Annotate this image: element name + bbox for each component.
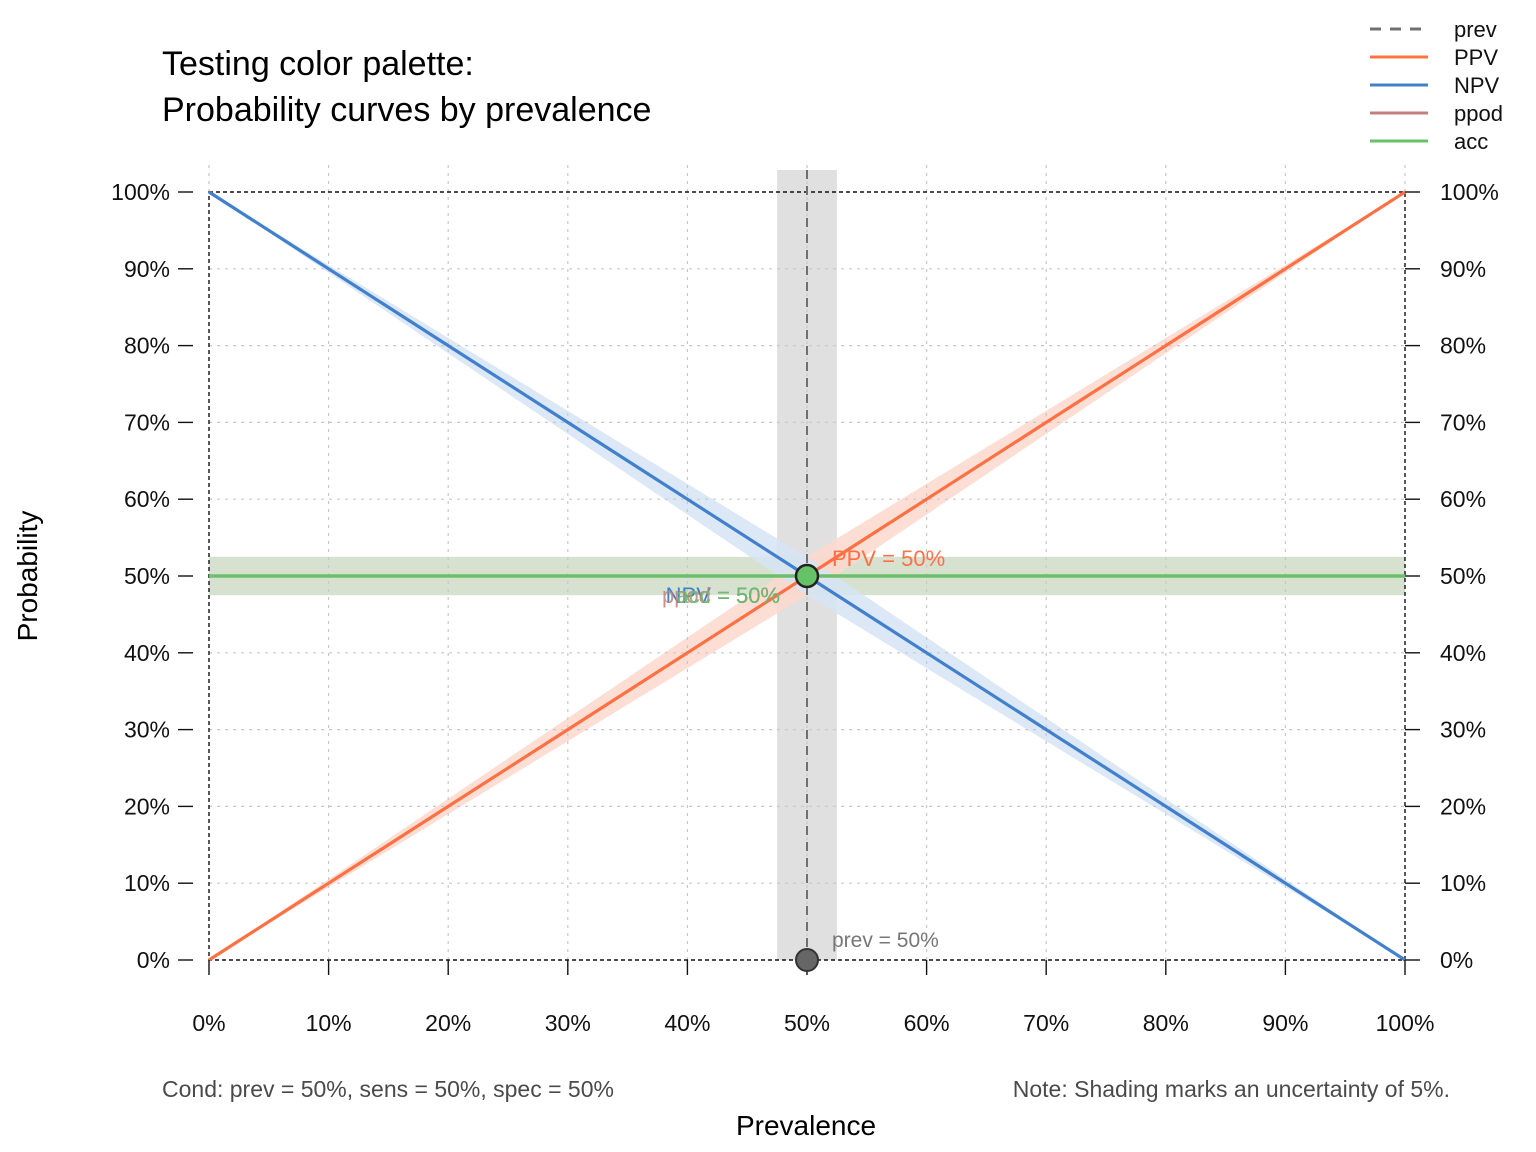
y-tick-label-left: 60% — [124, 486, 170, 512]
y-tick-label-left: 0% — [137, 947, 170, 973]
y-tick-label-left: 50% — [124, 563, 170, 589]
y-tick-label-right: 60% — [1440, 486, 1486, 512]
legend-label-npv: NPV — [1454, 73, 1500, 98]
axis-ticks: 0% 10% 20% 30% 40% 50% 60% 70% 80% 90% 100% 0% 0% 10%… — [111, 179, 1499, 1036]
y-tick-label-left: 90% — [124, 256, 170, 282]
chart-title-line-2: Probability curves by prevalence — [162, 91, 652, 129]
y-tick-label-right: 70% — [1440, 409, 1486, 435]
y-tick-label-left: 10% — [124, 870, 170, 896]
x-tick-label: 0% — [192, 1010, 225, 1036]
y-tick-label-left: 20% — [124, 793, 170, 819]
x-tick-label: 30% — [545, 1010, 591, 1036]
x-tick-label: 20% — [425, 1010, 471, 1036]
y-tick-label-right: 30% — [1440, 717, 1486, 743]
x-tick-label: 50% — [784, 1010, 830, 1036]
y-tick-label-left: 40% — [124, 640, 170, 666]
condition-note: Cond: prev = 50%, sens = 50%, spec = 50% — [162, 1076, 614, 1102]
x-tick-label: 80% — [1143, 1010, 1189, 1036]
x-tick-label: 90% — [1262, 1010, 1308, 1036]
acc-point — [794, 563, 820, 589]
legend-label-ppv: PPV — [1454, 45, 1498, 70]
shading-note: Note: Shading marks an uncertainty of 5%… — [1012, 1076, 1450, 1102]
prev-value-label: prev = 50% — [832, 929, 939, 952]
x-tick-label: 60% — [904, 1010, 950, 1036]
y-axis-label: Probability — [12, 510, 43, 642]
y-tick-label-right: 20% — [1440, 793, 1486, 819]
npv-value-label: NPV = 50% — [666, 583, 780, 608]
y-tick-label-left: 100% — [111, 179, 170, 205]
y-tick-label-right: 90% — [1440, 256, 1486, 282]
ppod-value-label: ppod = 50% — [662, 583, 780, 608]
legend-label-prev: prev — [1454, 17, 1497, 42]
y-tick-label-right: 100% — [1440, 179, 1499, 205]
acc-value-label: acc = 50% — [677, 583, 780, 608]
prev-point — [795, 948, 819, 972]
x-tick-label: 40% — [664, 1010, 710, 1036]
x-tick-label: 70% — [1023, 1010, 1069, 1036]
y-tick-label-right: 0% — [1440, 947, 1473, 973]
y-tick-label-left: 70% — [124, 409, 170, 435]
y-tick-label-right: 80% — [1440, 333, 1486, 359]
points-and-labels: PPV = 50% NPV = 50%ppod = 50%acc = 50% pre… — [662, 546, 945, 972]
legend: prev PPV NPV ppod acc — [1370, 17, 1503, 154]
x-axis-label: Prevalence — [735, 1110, 877, 1141]
y-tick-label-left: 30% — [124, 717, 170, 743]
chart-title-line-1: Testing color palette: — [162, 45, 474, 83]
y-tick-label-right: 10% — [1440, 870, 1486, 896]
y-tick-label-right: 40% — [1440, 640, 1486, 666]
x-tick-label: 100% — [1376, 1010, 1435, 1036]
legend-label-acc: acc — [1454, 129, 1488, 154]
y-tick-label-right: 50% — [1440, 563, 1486, 589]
ppv-value-label: PPV = 50% — [832, 546, 945, 571]
y-tick-label-left: 80% — [124, 333, 170, 359]
legend-label-ppod: ppod — [1454, 101, 1503, 126]
x-tick-label: 10% — [306, 1010, 352, 1036]
